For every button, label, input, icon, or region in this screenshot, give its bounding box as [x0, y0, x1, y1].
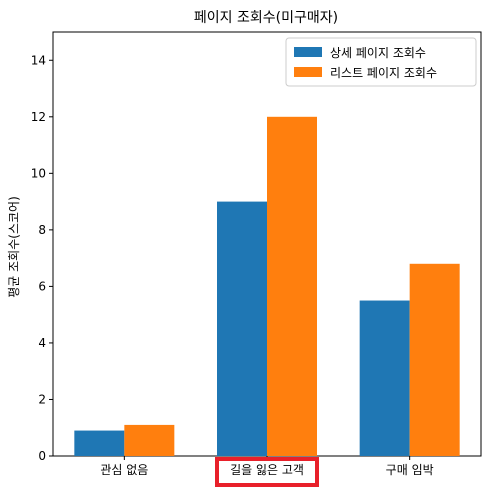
bar [409, 263, 460, 456]
y-tick-label: 8 [38, 223, 46, 237]
x-tick-label: 구매 임박 [386, 463, 434, 477]
y-tick-label: 2 [38, 392, 46, 406]
x-tick-label: 길을 잃은 고객 [230, 463, 304, 477]
bar [74, 430, 125, 456]
bar [359, 300, 410, 456]
legend-label: 리스트 페이지 조회수 [330, 66, 437, 80]
bar [267, 116, 317, 457]
y-tick-label: 12 [31, 110, 46, 124]
y-axis-label: 평균 조회수(스코어) [7, 196, 21, 298]
legend-swatch [294, 67, 322, 77]
y-tick-label: 14 [31, 53, 46, 67]
plot-area: 0 2 4 6 8 10 12 14 관심 없음 길을 잃은 고객 구매 임박 [31, 31, 482, 487]
x-tick-label: 관심 없음 [100, 463, 148, 477]
legend-label: 상세 페이지 조회수 [330, 46, 426, 60]
chart-title: 페이지 조회수(미구매자) [194, 10, 338, 26]
y-tick-label: 4 [38, 336, 46, 350]
legend-box [285, 37, 477, 87]
bar [124, 424, 175, 456]
highlight-box [215, 457, 319, 487]
y-tick-label: 6 [38, 279, 46, 293]
y-tick-label: 10 [31, 166, 46, 180]
legend-swatch [294, 47, 322, 57]
bar [217, 201, 267, 456]
y-tick-label: 0 [38, 449, 46, 463]
